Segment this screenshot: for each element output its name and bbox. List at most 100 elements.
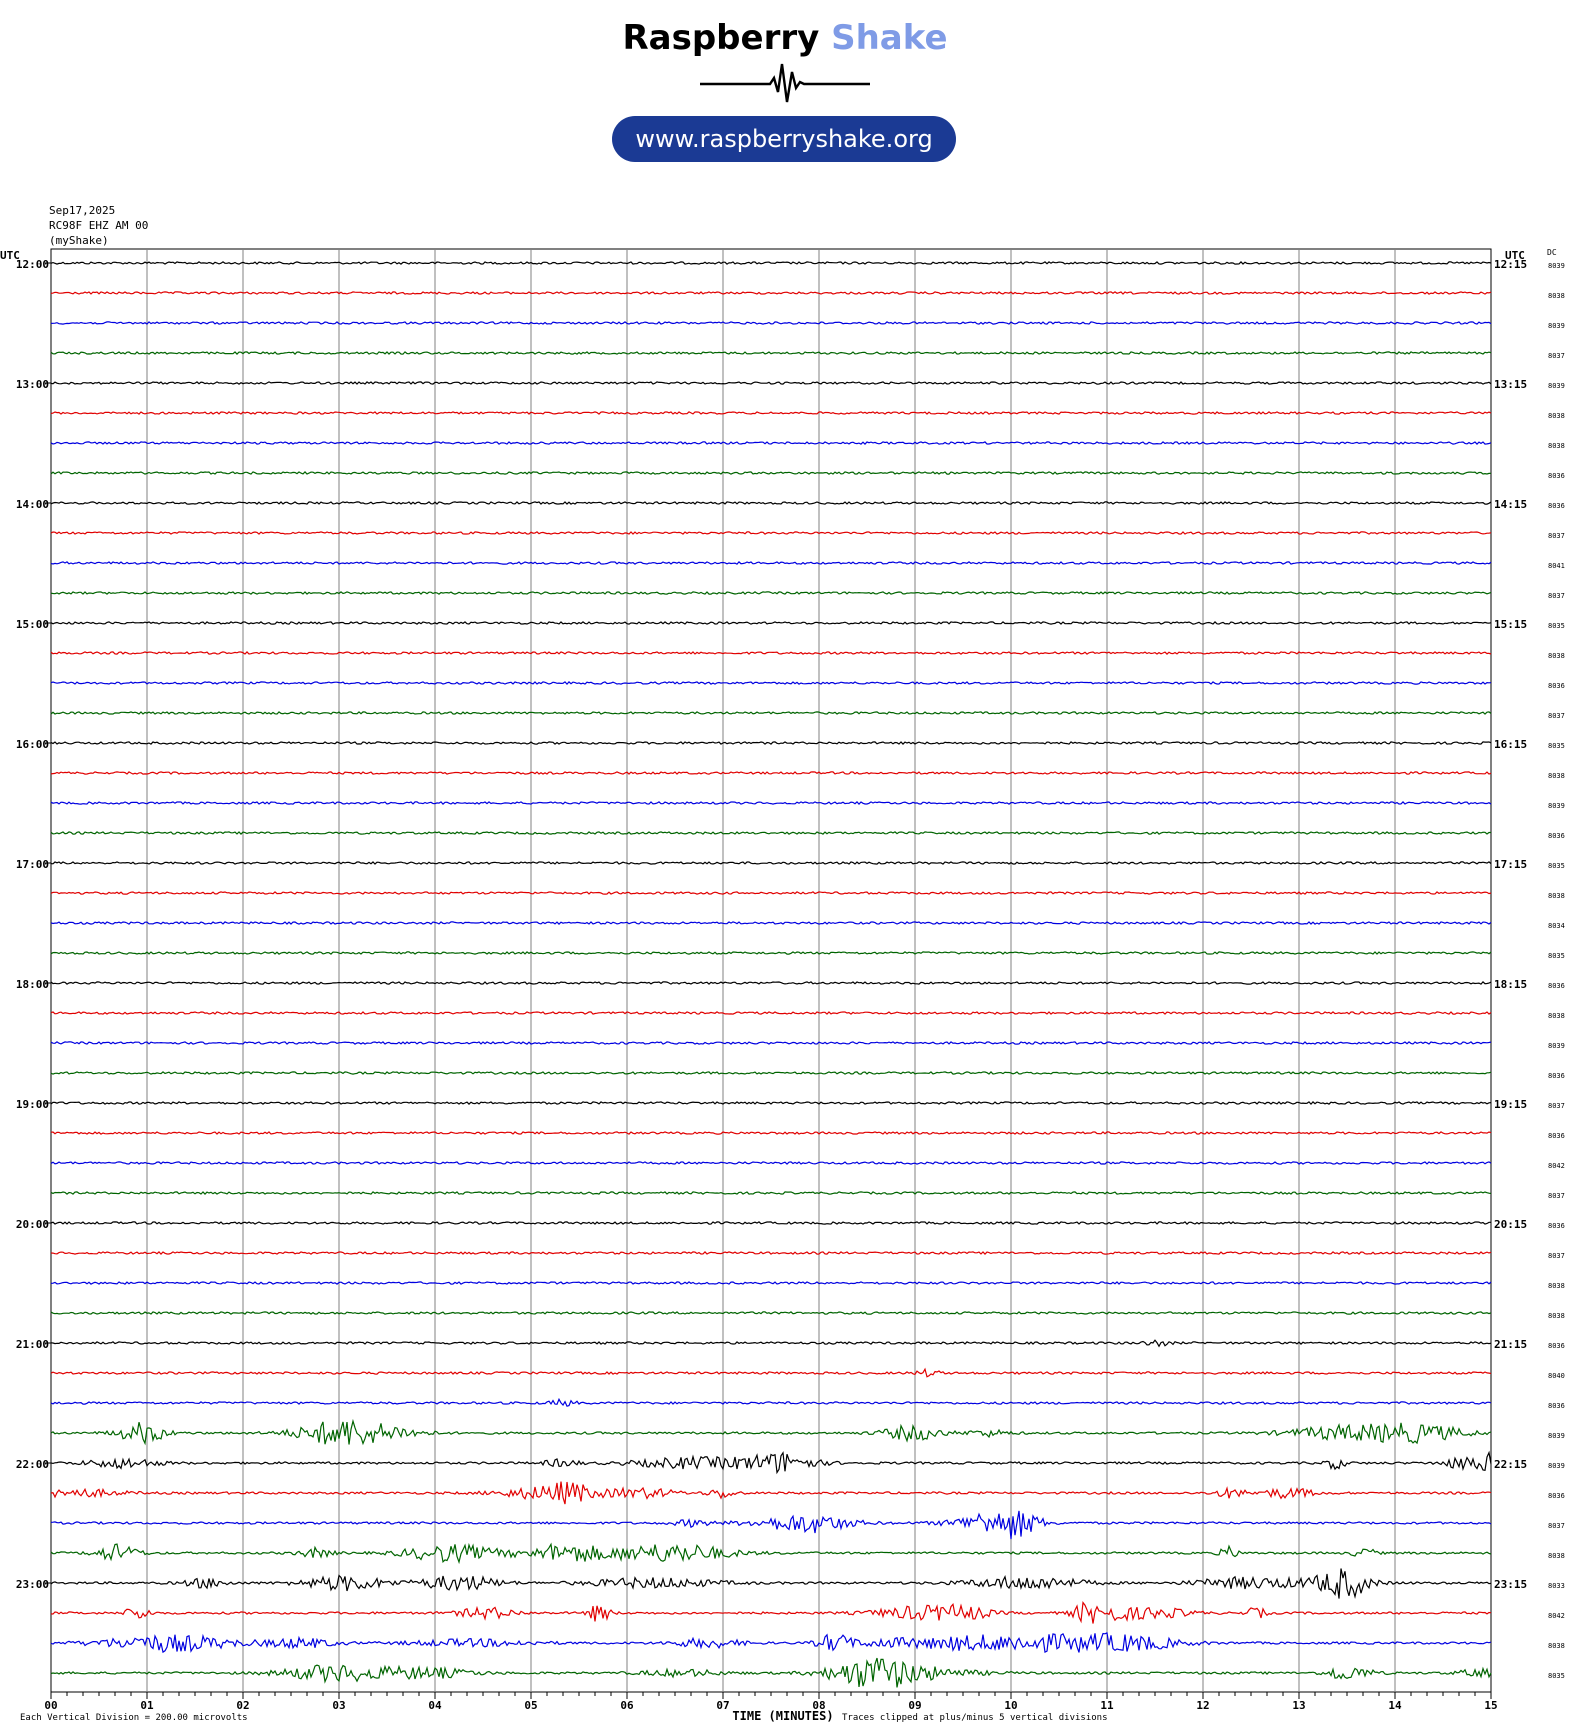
seismic-trace xyxy=(50,441,1492,445)
x-tick-label: 15 xyxy=(1484,1699,1497,1712)
dc-offset-label: 8037 xyxy=(1548,1102,1565,1110)
dc-offset-label: 8036 xyxy=(1548,1132,1565,1140)
dc-offset-label: 8037 xyxy=(1548,1252,1565,1260)
seismic-trace xyxy=(50,1281,1492,1285)
dc-offset-label: 8039 xyxy=(1548,1462,1565,1470)
seismic-trace xyxy=(50,1161,1492,1165)
brand-title-part1: Raspberry xyxy=(622,18,820,58)
seismic-trace xyxy=(50,861,1492,865)
seismic-trace xyxy=(50,1450,1492,1475)
dc-offset-label: 8038 xyxy=(1548,892,1565,900)
dc-offset-label: 8037 xyxy=(1548,592,1565,600)
seismic-trace xyxy=(50,1191,1492,1195)
right-hour-label: 23:15 xyxy=(1494,1578,1527,1591)
right-hour-label: 17:15 xyxy=(1494,858,1527,871)
seismic-trace xyxy=(50,951,1492,955)
seismic-trace xyxy=(50,591,1492,595)
x-tick-label: 14 xyxy=(1388,1699,1402,1712)
left-hour-label: 22:00 xyxy=(16,1458,49,1471)
dc-offset-label: 8036 xyxy=(1548,1402,1565,1410)
seismic-trace xyxy=(50,1011,1492,1015)
dc-offset-label: 8037 xyxy=(1548,532,1565,540)
x-tick-label: 06 xyxy=(620,1699,634,1712)
dc-offset-label: 8039 xyxy=(1548,1432,1565,1440)
dc-offset-label: 8038 xyxy=(1548,292,1565,300)
seismic-trace xyxy=(50,1041,1492,1045)
dc-offset-label: 8038 xyxy=(1548,442,1565,450)
seismic-trace xyxy=(50,621,1492,625)
dc-offset-label: 8038 xyxy=(1548,772,1565,780)
x-tick-label: 08 xyxy=(812,1699,825,1712)
dc-offset-label: 8039 xyxy=(1548,262,1565,270)
dc-offset-label: 8036 xyxy=(1548,682,1565,690)
seismic-trace xyxy=(50,1367,1492,1378)
seismic-trace xyxy=(50,261,1492,265)
brand-title-part2: Shake xyxy=(831,18,948,58)
x-tick-label: 07 xyxy=(716,1699,729,1712)
x-tick-label: 11 xyxy=(1100,1699,1114,1712)
dc-offset-label: 8036 xyxy=(1548,502,1565,510)
seismic-trace xyxy=(50,1601,1492,1624)
dc-offset-label: 8038 xyxy=(1548,412,1565,420)
left-hour-label: 13:00 xyxy=(16,378,49,391)
seismic-trace xyxy=(50,981,1492,985)
seismic-trace xyxy=(50,1131,1492,1135)
plot-labels: UTC UTC DC TIME (MINUTES) Each Vertical … xyxy=(0,248,1565,1723)
right-hour-label: 18:15 xyxy=(1494,978,1527,991)
dc-offset-label: 8039 xyxy=(1548,382,1565,390)
dc-offset-label: 8039 xyxy=(1548,322,1565,330)
dc-offset-label: 8036 xyxy=(1548,1492,1565,1500)
seismic-trace xyxy=(50,291,1492,295)
dc-offset-label: 8042 xyxy=(1548,1612,1565,1620)
seismic-trace xyxy=(50,1542,1492,1565)
seismic-trace xyxy=(50,1071,1492,1075)
x-tick-label: 04 xyxy=(428,1699,442,1712)
raspberry-shake-banner: Raspberry Shake www.raspberryshake.org xyxy=(0,0,1570,180)
dc-offset-label: 8038 xyxy=(1548,652,1565,660)
dc-offset-label: 8035 xyxy=(1548,742,1565,750)
x-tick-label: 09 xyxy=(908,1699,921,1712)
right-hour-label: 14:15 xyxy=(1494,498,1527,511)
left-utc-label: UTC xyxy=(0,249,20,262)
scale-note: Each Vertical Division = 200.00 microvol… xyxy=(20,1713,248,1723)
clip-note: Traces clipped at plus/minus 5 vertical … xyxy=(842,1713,1108,1723)
left-hour-label: 14:00 xyxy=(16,498,49,511)
dc-offset-label: 8037 xyxy=(1548,352,1565,360)
x-tick-label: 12 xyxy=(1196,1699,1209,1712)
dc-offset-label: 8035 xyxy=(1548,622,1565,630)
seismic-trace xyxy=(50,1101,1492,1105)
dc-offset-label: 8037 xyxy=(1548,1192,1565,1200)
seismic-trace xyxy=(50,471,1492,475)
dc-offset-label: 8036 xyxy=(1548,472,1565,480)
plot-grid xyxy=(45,248,1492,1699)
dc-offset-label: 8034 xyxy=(1548,922,1565,930)
data-source: (myShake) xyxy=(49,234,109,247)
x-tick-label: 10 xyxy=(1004,1699,1017,1712)
dc-offset-label: 8035 xyxy=(1548,952,1565,960)
station-code: RC98F EHZ AM 00 xyxy=(49,219,149,232)
record-date: Sep17,2025 xyxy=(49,204,116,217)
seismic-trace xyxy=(50,681,1492,685)
dc-offset-label: 8036 xyxy=(1548,1072,1565,1080)
x-tick-label: 13 xyxy=(1292,1699,1305,1712)
seismic-trace xyxy=(50,351,1492,355)
seismic-trace xyxy=(50,1568,1492,1599)
dc-offset-label: 8041 xyxy=(1548,562,1565,570)
dc-offset-label: 8038 xyxy=(1548,1642,1565,1650)
seismic-trace xyxy=(50,381,1492,385)
right-hour-label: 19:15 xyxy=(1494,1098,1527,1111)
seismic-trace xyxy=(50,921,1492,925)
dc-offset-label: 8033 xyxy=(1548,1582,1565,1590)
right-hour-label: 22:15 xyxy=(1494,1458,1527,1471)
left-hour-label: 23:00 xyxy=(16,1578,49,1591)
website-link[interactable]: www.raspberryshake.org xyxy=(612,116,956,162)
seismic-trace xyxy=(50,561,1492,565)
seismic-trace xyxy=(50,711,1492,715)
seismic-trace xyxy=(50,801,1492,805)
seismic-trace xyxy=(50,501,1492,505)
x-tick-label: 05 xyxy=(524,1699,537,1712)
x-tick-label: 00 xyxy=(44,1699,57,1712)
seismic-traces xyxy=(50,261,1492,1688)
right-hour-label: 12:15 xyxy=(1494,258,1527,271)
seismic-trace xyxy=(50,1632,1492,1654)
